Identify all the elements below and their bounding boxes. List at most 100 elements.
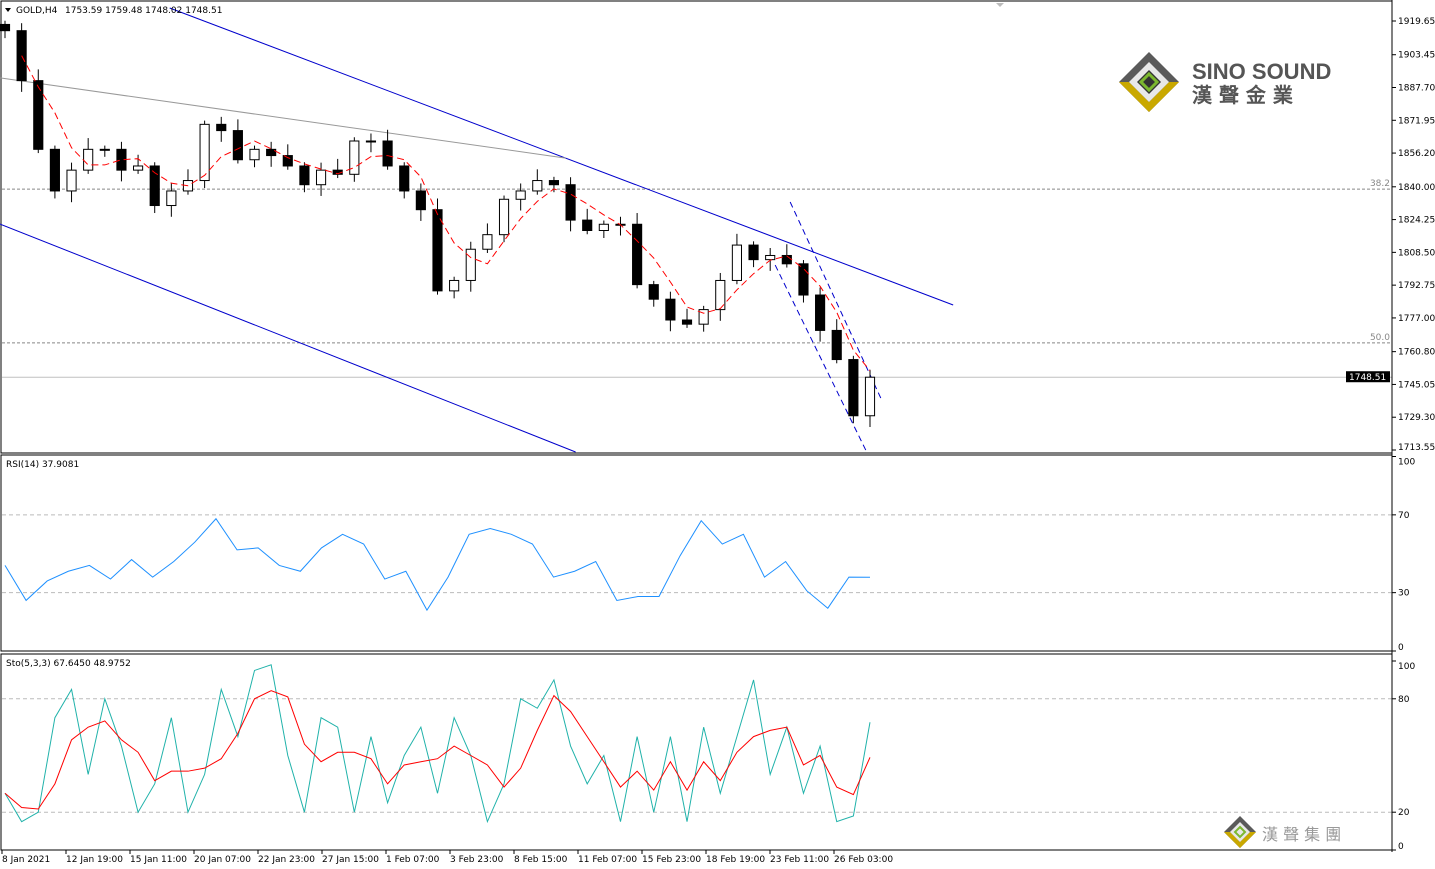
oscillator-tick-label: 20 xyxy=(1398,808,1410,818)
oscillator-tick-label: 30 xyxy=(1398,589,1410,599)
candle xyxy=(781,254,792,265)
price-tick-label: 1792.75 xyxy=(1398,281,1435,291)
candle xyxy=(199,123,210,182)
candle xyxy=(282,155,293,167)
current-price-label: 1748.51 xyxy=(1349,373,1386,383)
candle xyxy=(565,184,576,221)
candle xyxy=(232,130,243,161)
time-tick-label: 8 Feb 15:00 xyxy=(514,855,568,865)
rsi-panel[interactable] xyxy=(0,454,1393,652)
fib-level-label: 38.2 xyxy=(1370,179,1390,189)
candle xyxy=(848,359,859,417)
stochastic-main-line xyxy=(4,664,871,824)
stochastic-panel[interactable] xyxy=(0,653,1393,851)
candle xyxy=(249,148,260,161)
collapse-arrow-icon[interactable] xyxy=(5,8,11,12)
candle xyxy=(349,140,360,175)
candle xyxy=(864,376,876,417)
time-tick-label: 20 Jan 07:00 xyxy=(194,855,251,865)
rsi-layer xyxy=(2,514,1392,612)
current-price-marker xyxy=(1346,371,1390,383)
time-tick-label: 3 Feb 23:00 xyxy=(450,855,504,865)
price-tick-label: 1777.00 xyxy=(1398,314,1435,324)
oscillator-tick-label: 100 xyxy=(1398,662,1415,672)
candle xyxy=(33,80,44,150)
candle xyxy=(765,254,776,261)
candle xyxy=(731,244,742,281)
price-tick-label: 1887.70 xyxy=(1398,84,1435,94)
candle xyxy=(382,140,393,167)
symbol-label: GOLD,H4 xyxy=(16,6,58,16)
time-tick-label: 12 Jan 19:00 xyxy=(66,855,123,865)
trendline-channel-lower xyxy=(0,223,576,453)
candle xyxy=(598,223,609,232)
candle xyxy=(365,140,377,143)
candle xyxy=(299,165,310,186)
price-tick-label: 1760.80 xyxy=(1398,348,1435,358)
price-tick-label: 1856.20 xyxy=(1398,149,1435,159)
moving-average-line xyxy=(21,55,871,372)
candle xyxy=(698,309,709,325)
candle xyxy=(582,219,593,232)
candle xyxy=(149,165,160,207)
candle xyxy=(449,279,460,292)
candle xyxy=(548,180,560,186)
price-panel[interactable] xyxy=(0,0,1393,454)
candle xyxy=(99,148,110,151)
candle xyxy=(482,234,493,250)
ohlc-values: 1753.59 1759.48 1748.02 1748.51 xyxy=(65,6,222,16)
time-tick-label: 11 Feb 07:00 xyxy=(578,855,637,865)
candle xyxy=(133,165,144,171)
diamond-logo-icon xyxy=(1119,52,1179,112)
logo-brand-en: SINO SOUND xyxy=(1192,59,1331,84)
candle xyxy=(66,169,77,192)
oscillator-tick-label: 0 xyxy=(1398,842,1404,852)
candle xyxy=(166,190,177,207)
candle xyxy=(798,263,809,296)
candle xyxy=(0,23,11,32)
time-tick-label: 23 Feb 11:00 xyxy=(770,855,829,865)
time-tick-label: 15 Feb 23:00 xyxy=(642,855,701,865)
logo-brand-cn: 漢 聲 金 業 xyxy=(1192,83,1294,107)
fib-level-label: 50.0 xyxy=(1370,333,1390,343)
time-tick-label: 15 Jan 11:00 xyxy=(130,855,187,865)
candle xyxy=(415,190,426,211)
price-tick-label: 1871.95 xyxy=(1398,116,1435,126)
price-tick-label: 1808.50 xyxy=(1398,248,1435,258)
sino-sound-logo: SINO SOUND 漢 聲 金 業 xyxy=(1119,52,1331,112)
candle xyxy=(399,165,410,192)
oscillator-tick-label: 80 xyxy=(1398,695,1410,705)
trendline-gray-resistance xyxy=(0,77,566,159)
candle xyxy=(681,319,693,325)
price-tick-label: 1840.00 xyxy=(1398,183,1435,193)
scroll-marker-icon xyxy=(996,3,1004,7)
candle xyxy=(715,279,726,311)
diamond-watermark-icon xyxy=(1224,816,1256,848)
price-tick-label: 1824.25 xyxy=(1398,216,1435,226)
candle xyxy=(815,294,826,331)
time-tick-label: 1 Feb 07:00 xyxy=(386,855,440,865)
stochastic-signal-line xyxy=(4,690,871,810)
watermark-brand-cn: 漢 聲 集 團 xyxy=(1262,825,1341,844)
rsi-label: RSI(14) 37.9081 xyxy=(6,460,79,470)
time-tick-label: 27 Jan 15:00 xyxy=(322,855,379,865)
candle xyxy=(532,180,543,192)
candle xyxy=(266,148,277,157)
price-tick-label: 1903.45 xyxy=(1398,51,1435,61)
oscillator-tick-label: 70 xyxy=(1398,511,1410,521)
oscillator-tick-label: 100 xyxy=(1398,458,1415,468)
trendline-short-channel-lower xyxy=(774,264,868,453)
rsi-line xyxy=(4,517,871,612)
time-tick-label: 22 Jan 23:00 xyxy=(258,855,315,865)
candle xyxy=(748,244,759,261)
candle xyxy=(632,223,643,286)
candle xyxy=(432,209,443,292)
oscillator-tick-label: 0 xyxy=(1398,643,1404,653)
candle xyxy=(498,198,510,236)
stochastic-label: Sto(5,3,3) 67.6450 48.9752 xyxy=(6,659,131,669)
trendline-channel-upper xyxy=(169,7,954,306)
candle xyxy=(216,123,227,132)
price-tick-label: 1919.65 xyxy=(1398,17,1435,27)
